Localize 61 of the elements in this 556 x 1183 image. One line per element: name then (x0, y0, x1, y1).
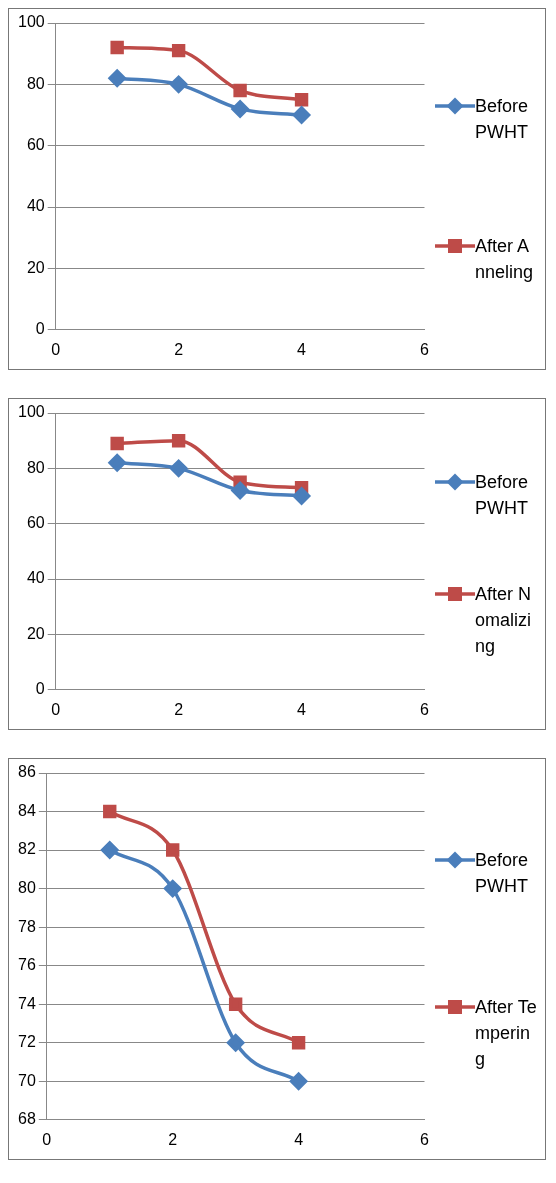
legend-label: Before PWHT (475, 95, 530, 144)
point (163, 879, 182, 898)
point (171, 43, 186, 58)
y-tick-label: 74 (18, 994, 36, 1012)
y-tick-label: 40 (26, 197, 45, 215)
y-tick-label: 70 (18, 1071, 36, 1089)
point (166, 843, 180, 857)
legend-label: After Tempering (475, 995, 538, 1071)
y-tick-label: 76 (18, 956, 36, 974)
point (108, 69, 126, 87)
x-tick-label: 2 (174, 700, 184, 718)
y-tick-label: 82 (18, 840, 36, 858)
y-tick-label: 80 (26, 74, 45, 92)
y-tick-label: 40 (26, 569, 45, 587)
point (171, 433, 186, 448)
y-tick-label: 80 (18, 879, 36, 897)
point (289, 1072, 308, 1091)
y-tick-label: 0 (35, 320, 45, 338)
point (169, 459, 188, 478)
x-tick-label: 6 (420, 340, 430, 358)
x-tick-label: 2 (174, 340, 184, 358)
x-tick-label: 6 (420, 1130, 430, 1148)
x-tick-label: 0 (51, 700, 61, 718)
point (108, 454, 126, 472)
point (231, 481, 249, 500)
point (291, 1036, 306, 1050)
y-tick-label: 100 (17, 13, 45, 31)
y-tick-label: 20 (26, 624, 45, 642)
point (103, 804, 117, 819)
y-tick-label: 60 (26, 514, 45, 532)
y-tick-label: 100 (17, 403, 45, 421)
x-tick-label: 4 (297, 700, 307, 718)
legend-label: Before PWHT (475, 471, 530, 520)
legend-label: After Anneling (475, 235, 535, 284)
point (294, 93, 309, 107)
x-tick-label: 2 (168, 1130, 178, 1148)
point (110, 436, 124, 451)
y-tick-label: 60 (26, 136, 45, 154)
point (228, 997, 243, 1011)
y-tick-label: 78 (18, 917, 36, 935)
legend-label: Before PWHT (475, 848, 530, 898)
y-tick-label: 80 (26, 458, 45, 476)
point (292, 106, 311, 124)
point (226, 1033, 245, 1052)
legend-label: After Nomalizing (475, 583, 532, 658)
point (231, 100, 249, 118)
y-tick-label: 20 (26, 258, 45, 276)
x-tick-label: 6 (420, 700, 430, 718)
point (292, 487, 311, 505)
point (233, 83, 247, 98)
y-tick-label: 86 (18, 763, 36, 781)
point (101, 841, 119, 859)
point (169, 75, 188, 94)
y-tick-label: 72 (18, 1033, 36, 1051)
x-tick-label: 4 (297, 340, 307, 358)
x-tick-label: 0 (51, 340, 61, 358)
y-tick-label: 0 (35, 680, 45, 698)
y-tick-label: 84 (18, 801, 36, 819)
x-tick-label: 4 (294, 1130, 304, 1148)
point (110, 40, 124, 55)
y-tick-label: 68 (18, 1110, 36, 1128)
